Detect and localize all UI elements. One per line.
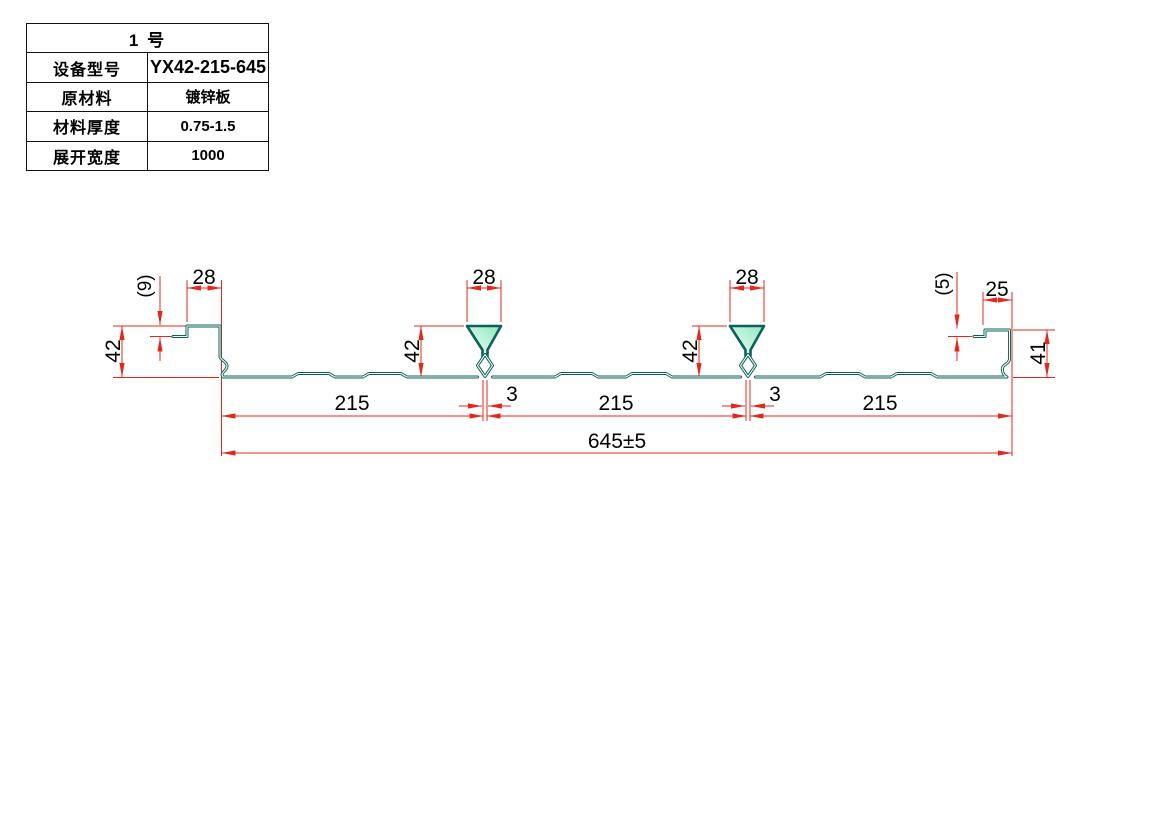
dim-left-rib-top-width: 28 — [192, 266, 215, 289]
sheet-outline-core — [172, 325, 1011, 378]
spec-label-model: 设备型号 — [26, 52, 148, 83]
dim-left-lip-depth: (9) — [135, 274, 156, 297]
spec-table-row-coil-width: 展开宽度 1000 — [26, 140, 269, 171]
spec-value-coil-width: 1000 — [147, 140, 269, 171]
dimension-texts: 28 28 28 25 42 (9) 42 42 41 (5) 3 3 215 … — [102, 266, 1050, 453]
dim-stem1-width: 3 — [506, 383, 518, 406]
sheet-outline — [171, 324, 1011, 379]
dim-span3: 215 — [862, 392, 897, 415]
sheet-profile — [171, 324, 1011, 379]
dim-stem2-width: 3 — [769, 383, 781, 406]
dim-rib1-top-width: 28 — [472, 266, 495, 289]
dim-overall-width: 645±5 — [588, 430, 646, 453]
spec-table-row-model: 设备型号 YX42-215-645 — [26, 52, 269, 83]
spec-table-row-thickness: 材料厚度 0.75-1.5 — [26, 111, 269, 142]
dim-right-height: 41 — [1027, 341, 1050, 364]
dim-span1: 215 — [334, 392, 369, 415]
spec-value-thickness: 0.75-1.5 — [147, 111, 269, 142]
dim-left-height: 42 — [102, 339, 125, 362]
rib1-funnel — [465, 324, 503, 358]
dim-rib2-height: 42 — [679, 339, 702, 362]
rib2-diamond-core — [739, 353, 757, 378]
dim-span2: 215 — [598, 392, 633, 415]
extension-lines — [113, 280, 1055, 456]
rib2-diamond — [739, 353, 757, 378]
dim-right-rib-top-width: 25 — [985, 278, 1008, 301]
spec-table: 1 号 设备型号 YX42-215-645 原材料 镀锌板 材料厚度 0.75-… — [26, 22, 269, 171]
dimension-lines — [119, 272, 1050, 456]
rib2-funnel — [728, 324, 766, 358]
dim-rib1-height: 42 — [401, 339, 424, 362]
spec-table-row-material: 原材料 镀锌板 — [26, 81, 269, 113]
dim-rib2-top-width: 28 — [735, 266, 758, 289]
spec-table-title: 1 号 — [26, 22, 269, 54]
spec-value-material: 镀锌板 — [147, 81, 269, 113]
rib1-diamond-core — [476, 353, 494, 378]
rib1-diamond — [476, 353, 494, 378]
spec-table-header-row: 1 号 — [26, 22, 269, 54]
spec-label-material: 原材料 — [26, 81, 148, 113]
dim-right-lip-depth: (5) — [933, 272, 954, 295]
spec-label-coil-width: 展开宽度 — [26, 140, 148, 171]
